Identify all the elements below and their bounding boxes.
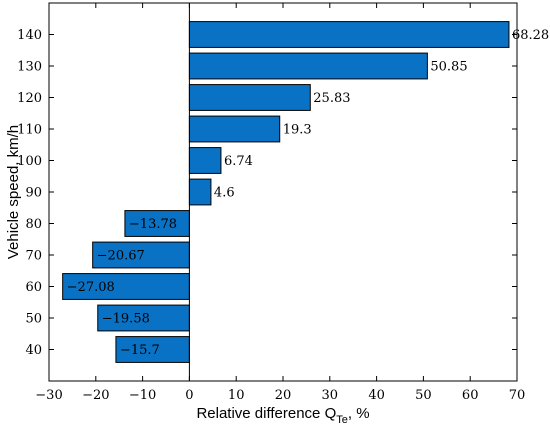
data-label-90: 4.6 [214,186,235,201]
y-ticks: 40 50 60 70 80 90 100 110 120 130 140 [17,28,517,358]
y-tick-label-130: 130 [17,60,42,75]
x-tick-label-1: −20 [82,388,109,403]
x-tick-label-5: 20 [275,388,292,403]
data-label-80: −13.78 [129,217,177,232]
x-tick-label-10: 70 [509,388,526,403]
data-labels: −15.7 −19.58 −27.08 −20.67 −13.78 4.6 6.74 19.3… [67,28,550,358]
x-axis-title: Relative difference QTe, % [196,405,369,426]
x-tick-label-2: −10 [129,388,156,403]
bar-70 [92,241,190,269]
bar-110 [188,115,281,143]
data-label-100: 6.74 [224,154,253,169]
y-tick-label-140: 140 [17,28,42,43]
bar-100 [188,147,222,174]
y-tick-label-80: 80 [25,217,42,232]
data-label-40: −15.7 [120,343,160,358]
y-tick-label-60: 60 [25,280,42,295]
y-tick-label-110: 110 [17,123,42,138]
data-label-120: 25.83 [313,91,350,106]
x-tick-label-7: 40 [368,388,385,403]
bar-140 [188,21,510,48]
bar-90 [188,178,212,206]
bar-80 [124,210,190,237]
bars-group [62,21,510,363]
x-tick-label-6: 30 [322,388,339,403]
x-tick-label-0: −30 [35,388,62,403]
x-tick-label-9: 60 [462,388,479,403]
data-label-140: 68.28 [512,28,549,43]
bar-40 [115,336,190,363]
data-label-50: −19.58 [102,312,150,327]
data-label-60: −27.08 [67,280,115,295]
y-tick-label-120: 120 [17,91,42,106]
x-ticks: −30 −20 −10 0 10 20 30 40 50 60 70 [35,3,525,403]
x-tick-label-4: 10 [228,388,245,403]
bar-130 [188,52,428,80]
x-tick-label-8: 50 [415,388,432,403]
y-tick-label-50: 50 [25,312,42,327]
bar-120 [188,84,311,111]
bar-50 [97,304,190,332]
data-label-130: 50.85 [430,60,467,75]
y-tick-label-90: 90 [25,186,42,201]
data-label-110: 19.3 [283,123,312,138]
x-tick-label-3: 0 [185,388,193,403]
y-axis-title: Vehicle speed, km/h [5,125,22,259]
y-tick-label-40: 40 [25,343,42,358]
y-tick-label-100: 100 [17,154,42,169]
data-label-70: −20.67 [97,249,145,264]
y-tick-label-70: 70 [25,249,42,264]
